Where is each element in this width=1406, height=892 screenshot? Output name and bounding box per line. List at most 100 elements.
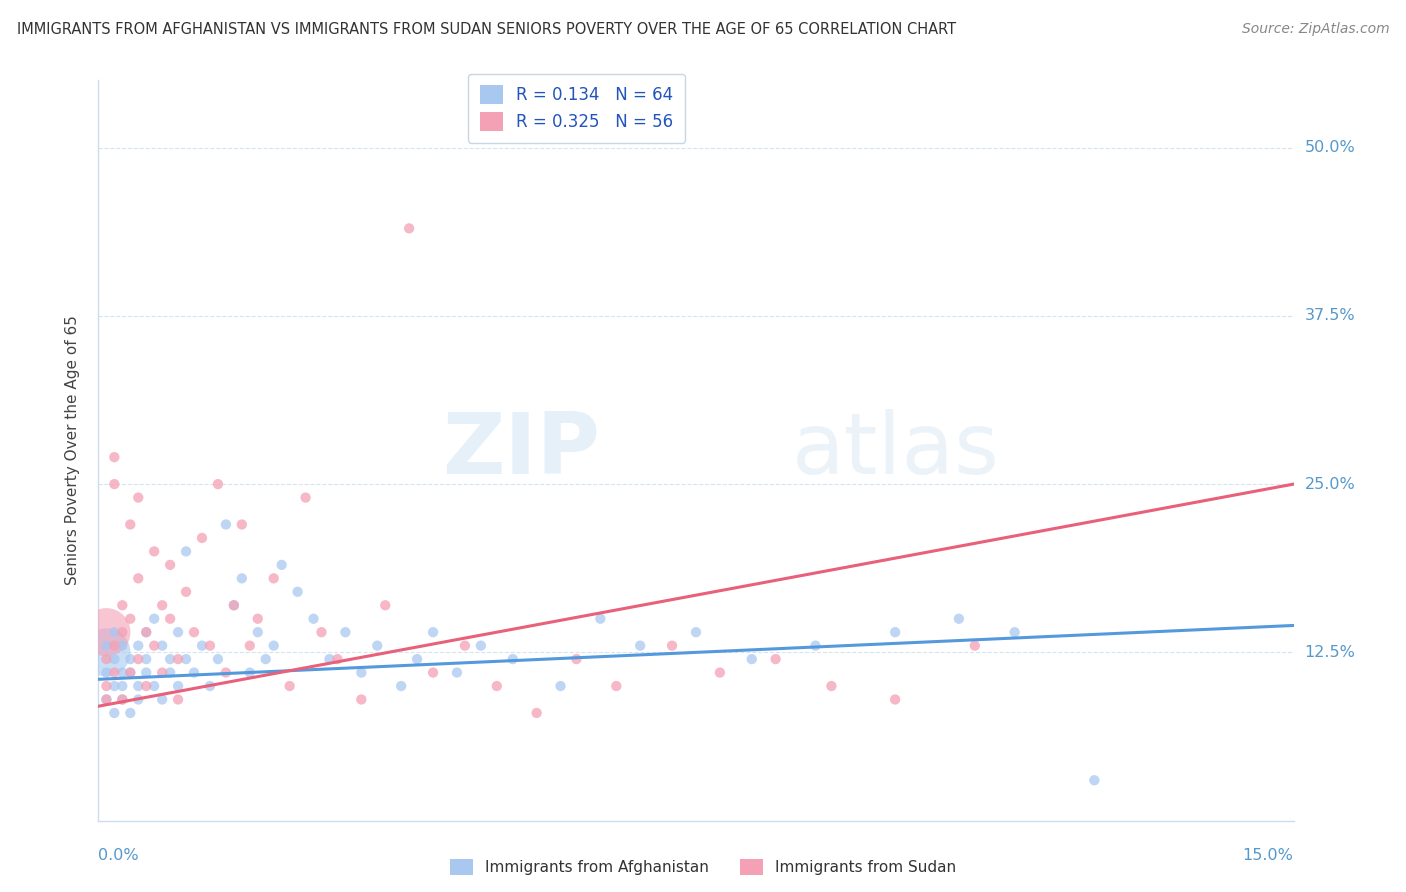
Text: IMMIGRANTS FROM AFGHANISTAN VS IMMIGRANTS FROM SUDAN SENIORS POVERTY OVER THE AG: IMMIGRANTS FROM AFGHANISTAN VS IMMIGRANT…: [17, 22, 956, 37]
Point: [111, 665, 134, 680]
Point: [239, 639, 262, 653]
Point: [135, 652, 157, 666]
Text: 25.0%: 25.0%: [1305, 476, 1355, 491]
Point: [350, 665, 373, 680]
Point: [804, 639, 827, 653]
Point: [135, 625, 157, 640]
Point: [207, 477, 229, 491]
Point: [215, 665, 238, 680]
Point: [215, 517, 238, 532]
Point: [398, 221, 420, 235]
Point: [127, 639, 149, 653]
Point: [263, 571, 285, 585]
Point: [884, 692, 907, 706]
Point: [127, 652, 149, 666]
Point: [191, 531, 214, 545]
Point: [191, 639, 214, 653]
Point: [111, 679, 134, 693]
Point: [103, 652, 125, 666]
Point: [96, 639, 118, 653]
Point: [103, 639, 125, 653]
Point: [96, 652, 118, 666]
Point: [96, 679, 118, 693]
Point: [135, 679, 157, 693]
Point: [389, 679, 412, 693]
Point: [485, 679, 508, 693]
Point: [231, 571, 253, 585]
Point: [111, 692, 134, 706]
Point: [135, 665, 157, 680]
Point: [454, 639, 477, 653]
Point: [103, 706, 125, 720]
Point: [254, 652, 277, 666]
Point: [263, 639, 285, 653]
Point: [174, 544, 197, 558]
Point: [111, 625, 134, 640]
Point: [127, 571, 149, 585]
Text: 50.0%: 50.0%: [1305, 140, 1355, 155]
Point: [103, 450, 125, 465]
Point: [287, 584, 309, 599]
Point: [167, 679, 190, 693]
Point: [709, 665, 731, 680]
Point: [183, 665, 205, 680]
Point: [111, 599, 134, 613]
Point: [143, 612, 166, 626]
Point: [239, 665, 262, 680]
Point: [422, 665, 444, 680]
Point: [302, 612, 325, 626]
Point: [96, 645, 118, 659]
Point: [446, 665, 468, 680]
Point: [159, 665, 181, 680]
Point: [198, 679, 221, 693]
Point: [120, 652, 142, 666]
Point: [326, 652, 349, 666]
Point: [231, 517, 253, 532]
Point: [111, 692, 134, 706]
Point: [143, 679, 166, 693]
Point: [103, 665, 125, 680]
Point: [174, 584, 197, 599]
Point: [167, 652, 190, 666]
Point: [96, 692, 118, 706]
Point: [884, 625, 907, 640]
Point: [198, 639, 221, 653]
Point: [120, 612, 142, 626]
Point: [526, 706, 548, 720]
Text: Source: ZipAtlas.com: Source: ZipAtlas.com: [1241, 22, 1389, 37]
Legend: Immigrants from Afghanistan, Immigrants from Sudan: Immigrants from Afghanistan, Immigrants …: [443, 851, 963, 882]
Point: [335, 625, 357, 640]
Point: [120, 665, 142, 680]
Point: [167, 692, 190, 706]
Point: [127, 692, 149, 706]
Point: [143, 639, 166, 653]
Point: [502, 652, 524, 666]
Y-axis label: Seniors Poverty Over the Age of 65: Seniors Poverty Over the Age of 65: [65, 316, 80, 585]
Point: [246, 612, 269, 626]
Point: [150, 599, 173, 613]
Point: [820, 679, 842, 693]
Point: [222, 599, 245, 613]
Point: [685, 625, 707, 640]
Point: [135, 625, 157, 640]
Legend: R = 0.134   N = 64, R = 0.325   N = 56: R = 0.134 N = 64, R = 0.325 N = 56: [468, 74, 685, 143]
Point: [120, 706, 142, 720]
Point: [311, 625, 333, 640]
Point: [470, 639, 492, 653]
Point: [143, 544, 166, 558]
Text: 12.5%: 12.5%: [1305, 645, 1355, 660]
Point: [103, 679, 125, 693]
Point: [120, 665, 142, 680]
Text: atlas: atlas: [792, 409, 1000, 492]
Point: [350, 692, 373, 706]
Point: [96, 625, 118, 640]
Point: [150, 692, 173, 706]
Point: [765, 652, 787, 666]
Point: [150, 639, 173, 653]
Point: [150, 665, 173, 680]
Point: [270, 558, 292, 572]
Point: [406, 652, 429, 666]
Text: 37.5%: 37.5%: [1305, 309, 1355, 323]
Point: [1083, 773, 1105, 788]
Point: [167, 625, 190, 640]
